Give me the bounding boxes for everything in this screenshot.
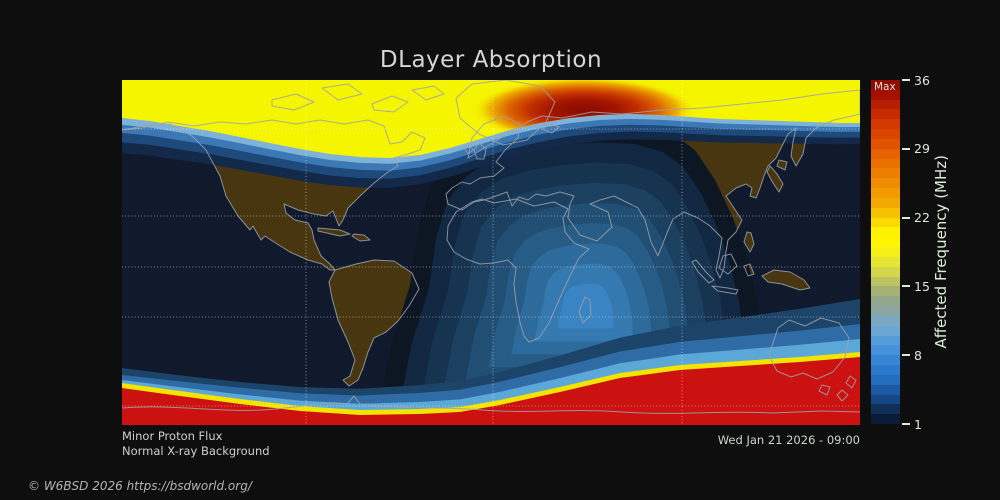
lat-lon-gridlines <box>122 80 860 425</box>
colorbar-segment <box>871 256 900 267</box>
tick-label: 22 <box>914 210 930 226</box>
tick-label: 36 <box>914 72 930 88</box>
map-datetime: Wed Jan 21 2026 - 09:00 <box>717 433 860 447</box>
colorbar-segment <box>871 158 900 169</box>
colorbar-segment <box>871 276 900 287</box>
colorbar-segment <box>871 286 900 297</box>
colorbar-segment <box>871 188 900 198</box>
status-text: Minor Proton Flux Normal X-ray Backgroun… <box>122 429 270 459</box>
colorbar-segment <box>871 394 900 405</box>
colorbar-segment <box>871 266 900 277</box>
page-title: DLayer Absorption <box>379 47 603 73</box>
colorbar-segment <box>871 247 900 257</box>
tick-mark <box>902 79 910 81</box>
colorbar-axis-label: Affected Frequency (MHz) <box>932 155 950 349</box>
colorbar-tick: 36 <box>902 72 930 88</box>
tick-mark <box>902 147 910 150</box>
tick-mark <box>902 423 910 425</box>
colorbar-segment <box>871 414 900 424</box>
colorbar-tick: 29 <box>902 141 930 157</box>
colorbar-segment <box>871 119 900 130</box>
tick-mark <box>902 285 910 288</box>
tick-mark <box>902 216 910 219</box>
colorbar-segment <box>871 227 900 238</box>
colorbar-segment <box>871 217 900 228</box>
status-proton-flux: Minor Proton Flux <box>122 429 223 443</box>
colorbar-segment <box>871 99 900 110</box>
tick-label: 1 <box>914 416 922 432</box>
colorbar-segment <box>871 80 900 90</box>
colorbar-segment <box>871 129 900 139</box>
colorbar-segment <box>871 306 900 316</box>
colorbar-segment <box>871 384 900 395</box>
colorbar-segment <box>871 178 900 189</box>
map-canvas <box>122 80 860 425</box>
colorbar-segment <box>871 296 900 307</box>
colorbar-tick: 15 <box>902 278 930 294</box>
colorbar-segment <box>871 355 900 366</box>
colorbar-segment <box>871 109 900 120</box>
south-auroral-band <box>122 299 860 425</box>
colorbar-segment <box>871 138 900 149</box>
colorbar-segment <box>871 207 900 218</box>
tick-label: 15 <box>914 278 930 294</box>
colorbar-segment <box>871 365 900 375</box>
colorbar-segment <box>871 89 900 100</box>
status-xray-background: Normal X-ray Background <box>122 444 270 458</box>
colorbar-segment <box>871 374 900 385</box>
colorbar-segment <box>871 325 900 336</box>
colorbar-segment <box>871 315 900 326</box>
colorbar-segment <box>871 404 900 415</box>
colorbar-max-label: Max <box>874 81 896 93</box>
colorbar-segment <box>871 168 900 179</box>
colorbar-segment <box>871 335 900 346</box>
colorbar-tick: 8 <box>902 347 922 363</box>
colorbar-segment <box>871 197 900 208</box>
colorbar-tick: 1 <box>902 416 922 432</box>
colorbar-segment <box>871 148 900 159</box>
world-absorption-map <box>122 80 860 425</box>
tick-label: 29 <box>914 141 930 157</box>
copyright-text: © W6BSD 2026 https://bsdworld.org/ <box>28 479 252 493</box>
colorbar-tick: 22 <box>902 210 930 226</box>
tick-label: 8 <box>914 347 922 363</box>
tick-mark <box>902 354 910 357</box>
colorbar-segment <box>871 237 900 248</box>
colorbar-segment <box>871 345 900 356</box>
absorption-colorbar <box>871 80 900 424</box>
